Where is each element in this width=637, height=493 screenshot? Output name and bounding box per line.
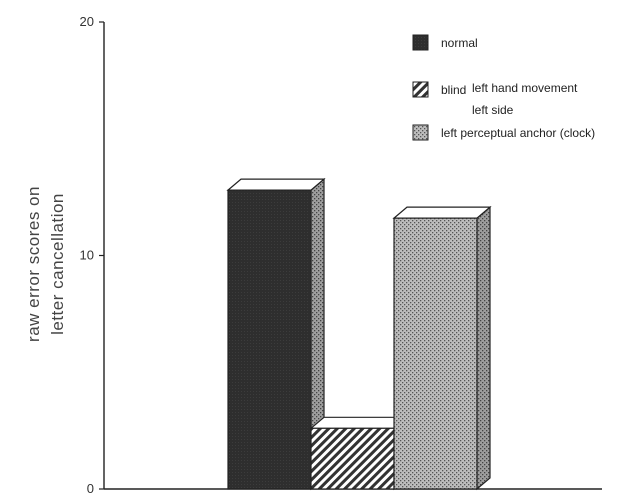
legend-item-anchor: left perceptual anchor (clock) (412, 124, 595, 141)
legend-label-anchor: left perceptual anchor (clock) (441, 126, 595, 140)
bar-anchor-top (392, 206, 492, 219)
y-axis-label-line-2: letter cancellation (48, 193, 67, 335)
bar-blind-top (309, 416, 409, 429)
legend-label-blind-movement: left hand movement (472, 81, 578, 95)
y-axis-label-line-1: raw error scores on (24, 186, 43, 342)
bars (226, 177, 492, 491)
y-axis-ticks: 0 10 20 (80, 14, 104, 493)
legend-swatch-normal (412, 34, 429, 51)
legend-label-blind: blind (441, 83, 466, 97)
y-axis-label: raw error scores on letter cancellation (24, 186, 67, 342)
y-tick-label-10: 10 (80, 248, 94, 263)
bar-normal-front (227, 189, 312, 490)
legend-item-blind: blind left hand movement left side (412, 81, 578, 117)
bar-normal-top (226, 178, 326, 191)
legend-label-blind-side: left side (472, 103, 514, 117)
legend-item-normal: normal (412, 34, 478, 51)
legend-swatch-anchor (412, 124, 429, 141)
bar-anchor-front (393, 217, 478, 490)
y-tick-label-0: 0 (87, 481, 94, 493)
legend-swatch-blind (412, 81, 429, 98)
bar-anchor-side (476, 205, 491, 491)
bar-blind-front (310, 427, 395, 490)
y-tick-label-20: 20 (80, 14, 94, 29)
legend: normal blind left hand movement left sid… (412, 34, 595, 141)
legend-label-normal: normal (441, 36, 478, 50)
